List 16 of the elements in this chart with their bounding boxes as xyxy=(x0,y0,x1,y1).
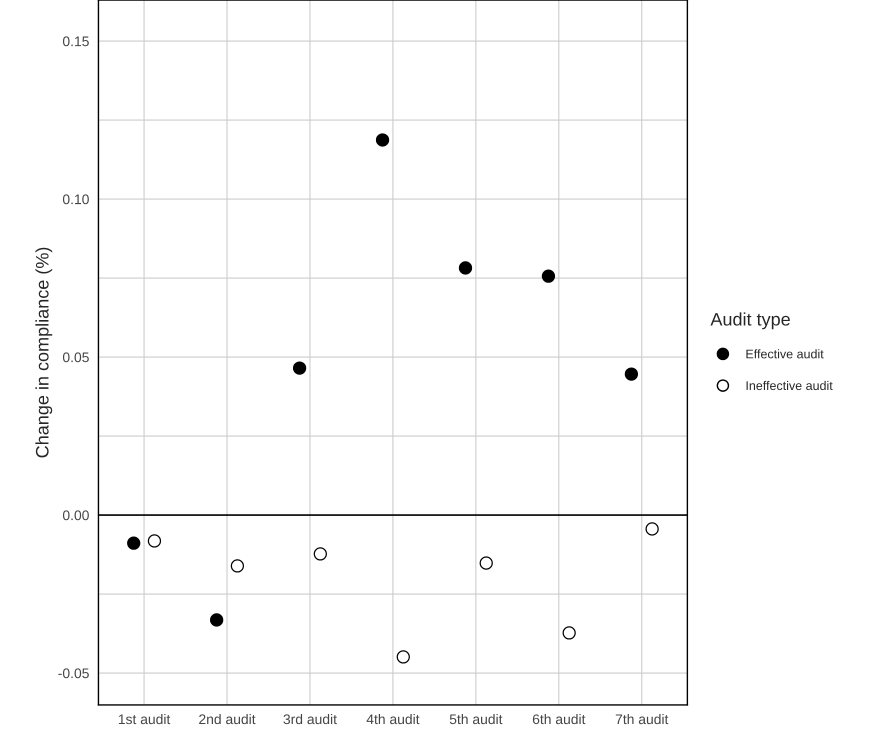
y-tick-label: 0.05 xyxy=(62,352,89,362)
x-tick-label: 6th audit xyxy=(532,714,586,724)
x-tick-label: 7th audit xyxy=(616,714,668,724)
legend-label: Effective audit xyxy=(746,349,824,358)
legend-label: Ineffective audit xyxy=(746,380,833,390)
y-tick-label: 0.15 xyxy=(62,36,89,46)
y-tick-label: 0.00 xyxy=(62,510,89,520)
x-tick-label: 1st audit xyxy=(118,714,170,724)
legend-title: Audit type xyxy=(710,312,790,330)
y-axis-title: Change in compliance (%) xyxy=(35,248,52,458)
x-tick-label: 4th audit xyxy=(366,714,420,724)
x-tick-label: 5th audit xyxy=(450,714,502,724)
x-tick-label: 2nd audit xyxy=(199,714,256,724)
y-tick-label: 0.10 xyxy=(62,194,89,204)
y-tick-label: -0.05 xyxy=(58,668,89,678)
x-tick-label: 3rd audit xyxy=(283,714,337,724)
